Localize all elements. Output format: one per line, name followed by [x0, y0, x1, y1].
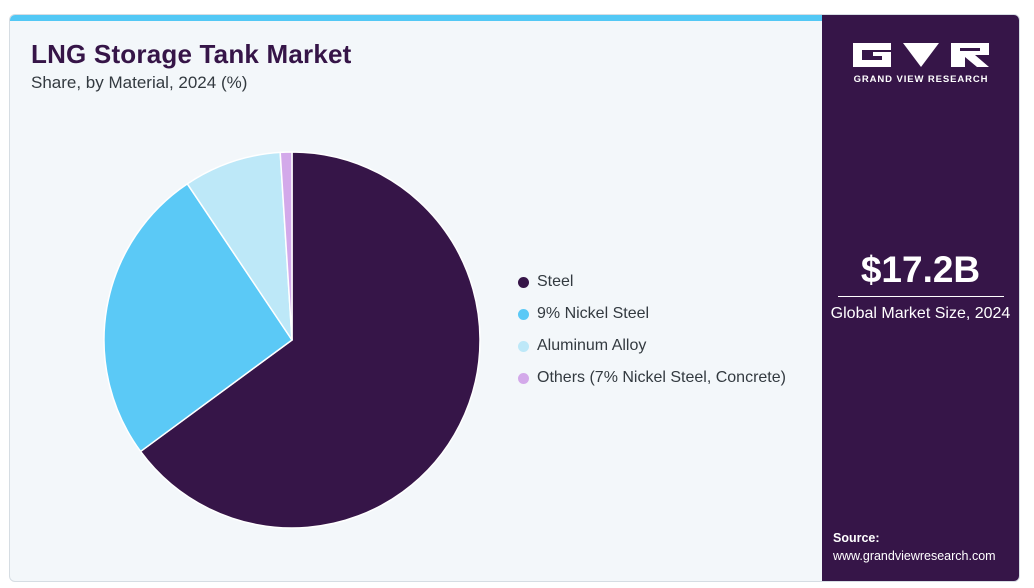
legend-item-steel: Steel — [518, 271, 798, 293]
pie-slice-nickel-steel — [103, 183, 293, 453]
chart-title: LNG Storage Tank Market — [31, 39, 352, 69]
accent-strip — [10, 15, 822, 21]
pie-slice-aluminum-alloy — [186, 151, 293, 341]
sidebar-panel: GRAND VIEW RESEARCH $17.2B Global Market… — [822, 15, 1019, 581]
chart-subtitle: Share, by Material, 2024 (%) — [31, 73, 248, 92]
legend-label: Others (7% Nickel Steel, Concrete) — [537, 369, 786, 386]
pie-chart — [103, 151, 481, 529]
legend-marker — [518, 276, 529, 288]
market-size-value: $17.2B — [860, 249, 981, 290]
gvr-logo-icon — [853, 43, 989, 67]
legend-label: 9% Nickel Steel — [537, 305, 650, 322]
legend-item-nickel-steel: 9% Nickel Steel — [518, 303, 798, 325]
legend-marker — [518, 340, 529, 352]
chart-card: LNG Storage Tank Market Share, by Materi… — [9, 14, 1020, 582]
legend-marker — [518, 308, 529, 320]
pie-slice-steel — [139, 151, 481, 529]
grand-view-research-logo: GRAND VIEW RESEARCH — [851, 41, 991, 91]
divider — [838, 296, 1004, 297]
legend-label: Steel — [537, 273, 574, 290]
legend-item-aluminum-alloy: Aluminum Alloy — [518, 335, 798, 357]
logo-text: GRAND VIEW RESEARCH — [853, 74, 989, 85]
market-size-label: Global Market Size, 2024 — [830, 305, 1011, 322]
chart-legend: Steel 9% Nickel Steel Aluminum Alloy Oth… — [518, 271, 798, 399]
source-link[interactable]: www.grandviewresearch.com — [833, 549, 996, 563]
source-label: Source: — [833, 531, 880, 545]
chart-panel: LNG Storage Tank Market Share, by Materi… — [10, 15, 822, 581]
legend-label: Aluminum Alloy — [537, 337, 647, 354]
legend-marker — [518, 372, 529, 384]
pie-slices — [103, 151, 481, 529]
pie-slice-others — [279, 151, 293, 341]
legend-item-others: Others (7% Nickel Steel, Concrete) — [518, 367, 798, 389]
